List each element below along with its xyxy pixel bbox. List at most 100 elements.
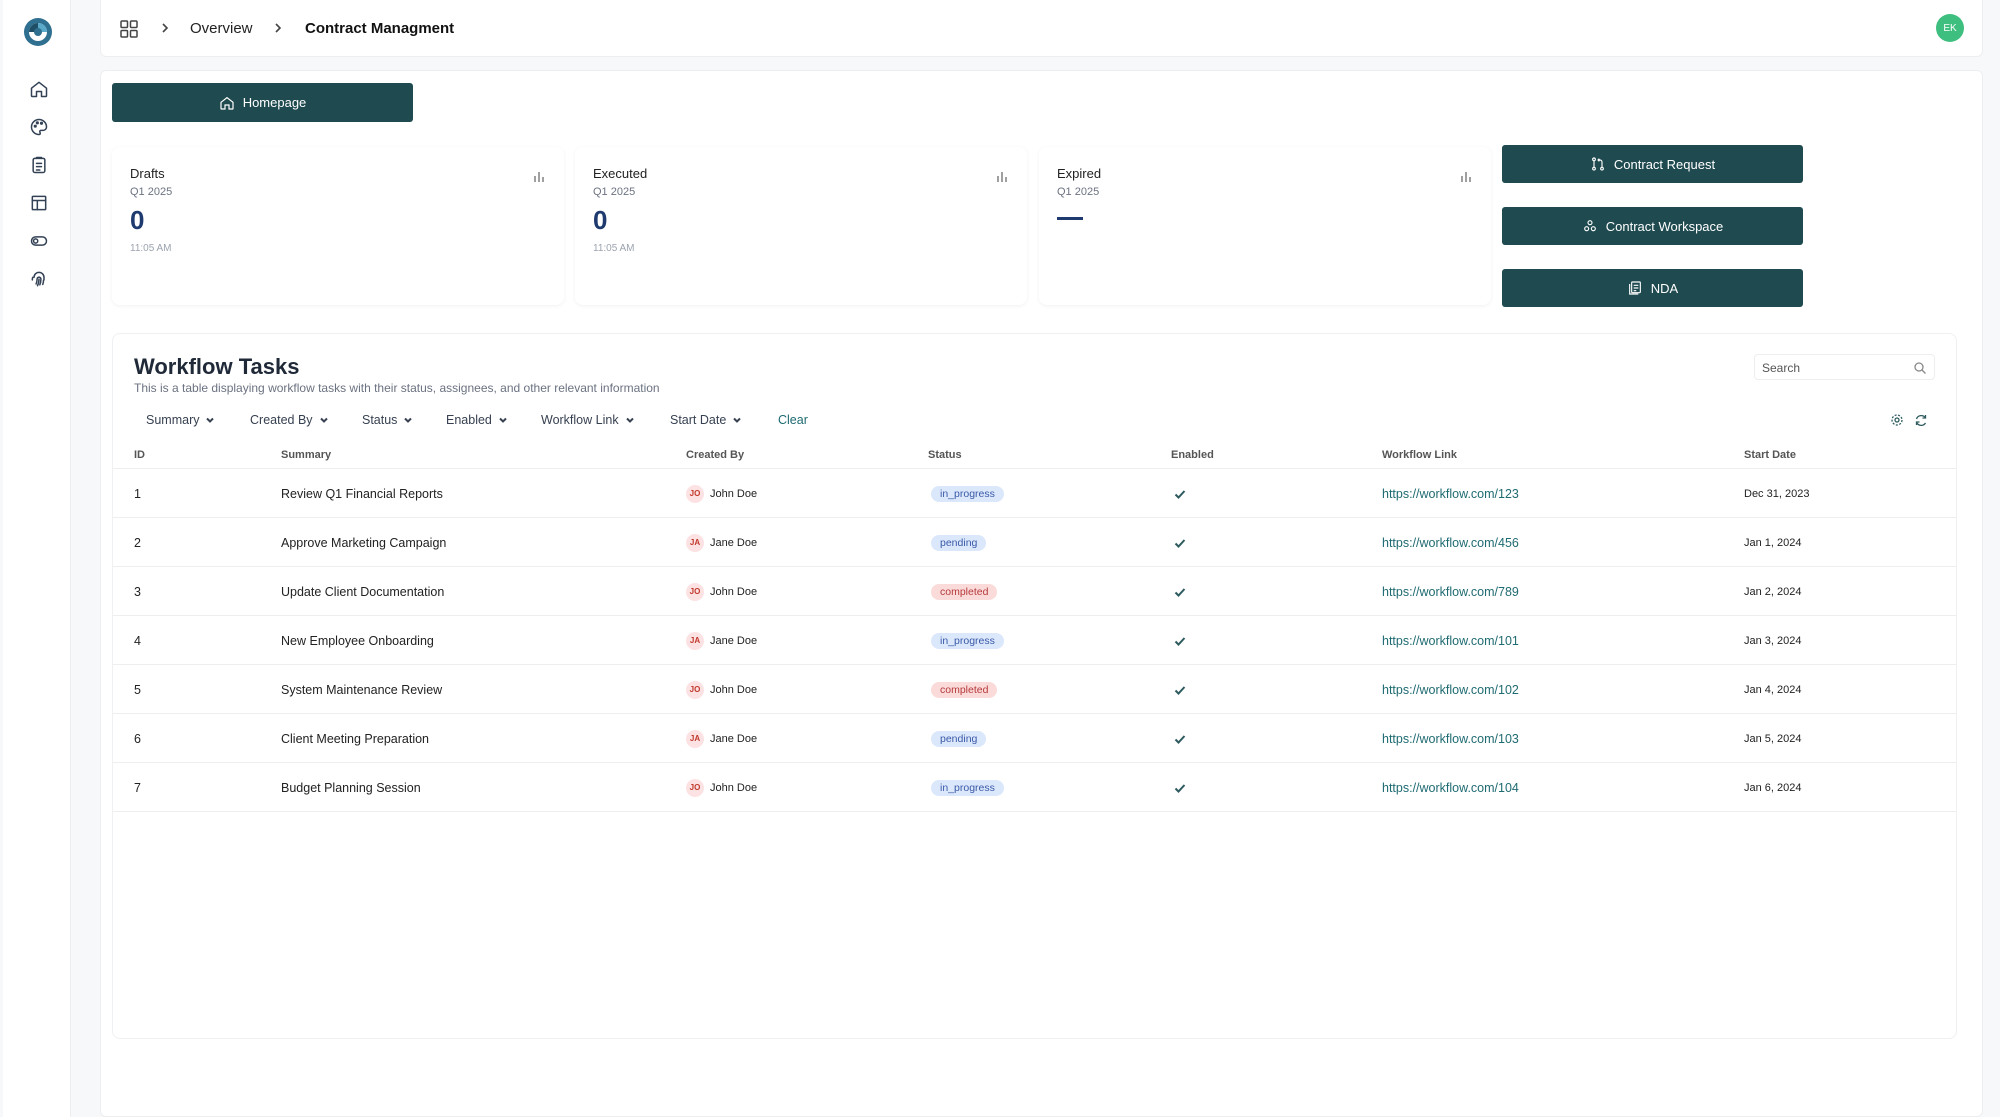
nda-button[interactable]: NDA [1502, 269, 1803, 307]
status-badge: completed [931, 583, 998, 600]
contract-request-button[interactable]: Contract Request [1502, 145, 1803, 183]
cell-workflow-link: https://workflow.com/104 [1382, 763, 1519, 812]
column-header-start-date[interactable]: Start Date [1744, 449, 1796, 461]
chevron-down-icon [625, 417, 634, 423]
cell-status: in_progress [931, 616, 1004, 665]
search-icon [1914, 362, 1926, 374]
cell-created-by: JA Jane Doe [686, 714, 757, 763]
cell-enabled [1173, 714, 1187, 763]
creator-name: John Doe [710, 585, 758, 598]
table-row[interactable]: 4 New Employee Onboarding JA Jane Doe in_… [113, 616, 1956, 665]
app-logo[interactable] [22, 16, 54, 48]
column-header-status[interactable]: Status [928, 449, 962, 461]
stat-time: 11:05 AM [130, 243, 172, 254]
filter-label: Created By [250, 413, 313, 427]
cell-enabled [1173, 665, 1187, 714]
refresh-icon[interactable] [1914, 413, 1928, 427]
cell-workflow-link: https://workflow.com/123 [1382, 469, 1519, 518]
cell-id: 5 [134, 682, 141, 697]
workflow-link[interactable]: https://workflow.com/102 [1382, 682, 1519, 697]
workspace-icon [1583, 220, 1596, 232]
table-row[interactable]: 7 Budget Planning Session JO John Doe in_… [113, 763, 1956, 812]
toggle-icon[interactable] [28, 230, 50, 252]
stat-period: Q1 2025 [1057, 186, 1100, 198]
bar-chart-icon[interactable] [1459, 169, 1473, 183]
search-box [1754, 354, 1935, 380]
homepage-label: Homepage [242, 95, 307, 110]
nda-label: NDA [1650, 280, 1679, 296]
column-header-id[interactable]: ID [134, 449, 145, 461]
clipboard-icon[interactable] [28, 154, 50, 176]
bar-chart-icon[interactable] [532, 169, 546, 183]
stat-period: Q1 2025 [593, 186, 636, 198]
table-subtitle: This is a table displaying workflow task… [134, 381, 660, 395]
creator-name: Jane Doe [710, 634, 758, 647]
avatar: JO [686, 484, 704, 503]
column-header-created-by[interactable]: Created By [686, 449, 745, 461]
cell-summary: New Employee Onboarding [281, 633, 434, 648]
chevron-down-icon [319, 417, 328, 423]
status-badge: in_progress [931, 632, 1004, 649]
table-row[interactable]: 2 Approve Marketing Campaign JA Jane Doe … [113, 518, 1956, 567]
column-header-workflow-link[interactable]: Workflow Link [1382, 449, 1457, 461]
cell-created-by: JO John Doe [686, 567, 757, 616]
workflow-link[interactable]: https://workflow.com/103 [1382, 731, 1519, 746]
filter-label: Start Date [670, 413, 727, 427]
filter-created-by[interactable]: Created By [250, 413, 329, 427]
cell-status: pending [931, 714, 987, 763]
filter-label: Enabled [446, 413, 492, 427]
clear-filters-link[interactable]: Clear [778, 413, 808, 427]
chevron-down-icon [499, 417, 507, 423]
homepage-button[interactable]: Homepage [112, 83, 413, 122]
cell-status: pending [931, 518, 987, 567]
check-icon [1174, 783, 1186, 793]
cell-summary: Client Meeting Preparation [281, 731, 429, 746]
cell-workflow-link: https://workflow.com/101 [1382, 616, 1519, 665]
table-row[interactable]: 3 Update Client Documentation JO John Doe… [113, 567, 1956, 616]
column-header-summary[interactable]: Summary [281, 449, 332, 461]
filter-workflow-link[interactable]: Workflow Link [541, 413, 635, 427]
grid-icon[interactable] [119, 19, 139, 39]
cell-summary: Approve Marketing Campaign [281, 535, 447, 550]
table-row[interactable]: 6 Client Meeting Preparation JA Jane Doe … [113, 714, 1956, 763]
creator-name: Jane Doe [710, 732, 758, 745]
cell-workflow-link: https://workflow.com/102 [1382, 665, 1519, 714]
cell-enabled [1173, 518, 1187, 567]
cell-start-date: Jan 4, 2024 [1744, 683, 1802, 696]
user-avatar[interactable]: EK [1936, 14, 1964, 42]
status-badge: in_progress [931, 485, 1004, 502]
breadcrumb-overview[interactable]: Overview [190, 20, 253, 37]
table-row[interactable]: 5 System Maintenance Review JO John Doe c… [113, 665, 1956, 714]
settings-icon[interactable] [1890, 413, 1904, 427]
chevron-down-icon [206, 417, 215, 423]
status-badge: pending [931, 534, 987, 551]
filter-enabled[interactable]: Enabled [446, 413, 508, 427]
column-header-enabled[interactable]: Enabled [1171, 449, 1214, 461]
stat-title: Drafts [130, 166, 165, 181]
filter-status[interactable]: Status [362, 413, 413, 427]
cell-created-by: JA Jane Doe [686, 616, 757, 665]
contract-workspace-button[interactable]: Contract Workspace [1502, 207, 1803, 245]
workflow-link[interactable]: https://workflow.com/789 [1382, 584, 1519, 599]
palette-icon[interactable] [28, 116, 50, 138]
cell-start-date: Jan 3, 2024 [1744, 634, 1802, 647]
workflow-link[interactable]: https://workflow.com/101 [1382, 633, 1519, 648]
cell-id: 3 [134, 584, 141, 599]
fingerprint-icon[interactable] [28, 268, 50, 290]
bar-chart-icon[interactable] [995, 169, 1009, 183]
filter-label: Status [362, 413, 398, 427]
layout-icon[interactable] [28, 192, 50, 214]
workflow-link[interactable]: https://workflow.com/456 [1382, 535, 1519, 550]
filter-summary[interactable]: Summary [146, 413, 215, 427]
workflow-link[interactable]: https://workflow.com/123 [1382, 486, 1519, 501]
workflow-link[interactable]: https://workflow.com/104 [1382, 780, 1519, 795]
table-row[interactable]: 1 Review Q1 Financial Reports JO John Doe… [113, 469, 1956, 518]
search-input[interactable] [1762, 359, 1902, 376]
avatar: JA [686, 631, 704, 650]
stat-card-expired: Expired Q1 2025 [1039, 147, 1491, 305]
workflow-tasks-card: Workflow Tasks This is a table displayin… [112, 333, 1957, 1039]
document-icon [1628, 281, 1641, 295]
stat-card-drafts: Drafts Q1 2025 0 11:05 AM [112, 147, 564, 305]
filter-start-date[interactable]: Start Date [670, 413, 742, 427]
home-icon[interactable] [28, 78, 50, 100]
